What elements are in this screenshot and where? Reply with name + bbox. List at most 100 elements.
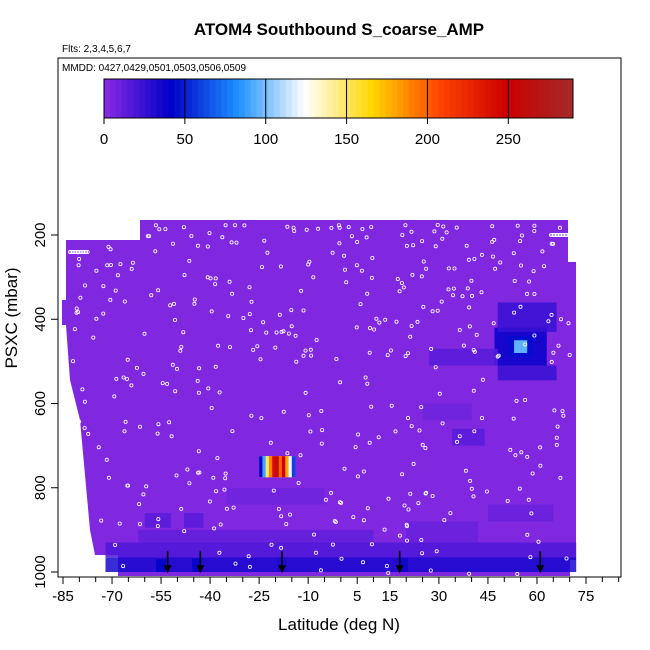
sample-point [273,345,278,350]
sample-point [329,225,334,230]
sample-point [168,303,173,308]
sample-point [265,250,270,255]
sample-point [87,535,92,540]
arrow-head [536,565,545,574]
sample-point [285,451,290,456]
sample-point [448,511,453,516]
x-tick-label: 60 [529,588,546,605]
heatmap-cell [105,542,577,558]
sample-point [559,317,564,322]
sample-point [311,275,316,280]
sample-point [108,297,113,302]
arrow-head [395,565,404,574]
sample-point [525,291,530,296]
heatmap-cell [497,302,557,332]
sample-point [121,564,126,569]
sample-point [101,284,106,289]
sample-point [157,227,162,232]
sample-point [171,301,176,306]
colorbar-segment [408,79,416,118]
colorbar-segment [209,79,216,118]
sample-point [212,526,217,531]
sample-point [399,280,404,285]
sample-point [189,233,194,238]
colorbar-segment [315,79,322,118]
sample-point [519,450,524,455]
sample-point [144,484,149,489]
x-tick-label: -25 [248,588,270,605]
sample-point [435,222,440,227]
sample-point [249,413,254,418]
sample-point [223,471,228,476]
sample-point [74,306,79,311]
colorbar: 0 50 100 150 200 250 [100,78,574,148]
colorbar-segment [332,79,339,118]
sample-point [271,488,276,493]
x-tick-label: 75 [578,588,595,605]
sample-point [167,420,172,425]
arrow-head [196,565,205,574]
sample-point [389,403,394,408]
sample-point [385,353,390,358]
sample-point [461,343,466,348]
colorbar-segment [502,79,509,118]
sample-point [76,263,81,268]
sample-point [360,226,365,231]
sample-point [82,399,87,404]
sample-point [106,244,111,249]
sample-point [298,453,303,458]
sample-point [274,330,279,335]
sample-point [446,287,451,292]
sample-point [367,350,372,355]
y-tick-label: 400 [32,307,49,332]
sample-point [405,351,410,356]
sample-point [299,288,304,293]
sample-point [397,289,402,294]
sample-point [192,297,197,302]
sample-point [313,550,318,555]
sample-point [511,416,516,421]
colorbar-segment [250,79,257,118]
colorbar-segment [227,79,234,118]
sample-point [405,416,410,421]
sample-point [155,431,160,436]
sample-point [542,264,547,269]
colorbar-segment [520,79,527,118]
sample-point [514,398,519,403]
sample-point [261,320,266,325]
colorbar-segment [379,79,386,118]
sample-point [419,405,424,410]
sample-point [460,294,465,299]
sample-point [527,279,532,284]
sample-point [404,538,409,543]
sample-point [564,232,569,237]
sample-point [156,517,161,522]
sample-point [466,257,471,262]
sample-point [429,346,434,351]
colorbar-segment [274,79,281,118]
sample-point [187,481,192,486]
sample-point [442,518,447,523]
sample-point [232,223,237,228]
sample-point [444,230,449,235]
arrow-head [163,565,172,574]
sample-point [526,497,531,502]
sample-point [372,327,377,332]
sample-point [134,365,139,370]
sample-point [468,478,473,483]
sample-point [196,449,201,454]
sample-point [432,229,437,234]
sample-point [532,228,537,233]
sample-point [77,419,82,424]
arrow-markers [163,551,545,574]
colorbar-segment [215,79,222,118]
sample-point [408,334,413,339]
sample-point [440,421,445,426]
sample-point [230,291,235,296]
colorbar-segment [256,79,263,118]
colorbar-segment [426,79,433,118]
sample-point [286,331,291,336]
colorbar-segment [561,79,568,118]
sample-point [410,272,415,277]
